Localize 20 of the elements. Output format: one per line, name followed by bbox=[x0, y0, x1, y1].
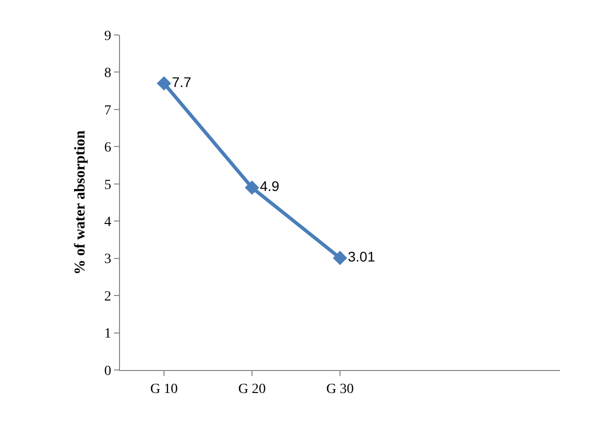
y-tick-label: 7 bbox=[104, 103, 112, 118]
data-label: 4.9 bbox=[260, 178, 280, 194]
y-tick-label: 0 bbox=[104, 364, 112, 379]
y-tick-label: 6 bbox=[104, 140, 112, 156]
point bbox=[244, 180, 260, 195]
data-label: 7.7 bbox=[172, 74, 192, 90]
y-tick-label: 4 bbox=[104, 215, 112, 230]
y-tick-label: 8 bbox=[104, 66, 112, 82]
point bbox=[332, 250, 348, 266]
y-axis-title: % of water absorption bbox=[72, 130, 88, 275]
point bbox=[156, 76, 172, 91]
x-tick-label: G 30 bbox=[326, 382, 354, 397]
x-tick-label: G 10 bbox=[150, 382, 178, 397]
data-label: 3.01 bbox=[348, 248, 376, 264]
y-tick-label: 5 bbox=[104, 178, 112, 193]
x-tick-label: G 20 bbox=[238, 382, 266, 397]
y-tick-label: 2 bbox=[104, 289, 112, 304]
y-tick-label: 3 bbox=[104, 252, 112, 268]
y-tick-label: 9 bbox=[104, 28, 112, 44]
y-tick-label: 1 bbox=[104, 326, 112, 342]
